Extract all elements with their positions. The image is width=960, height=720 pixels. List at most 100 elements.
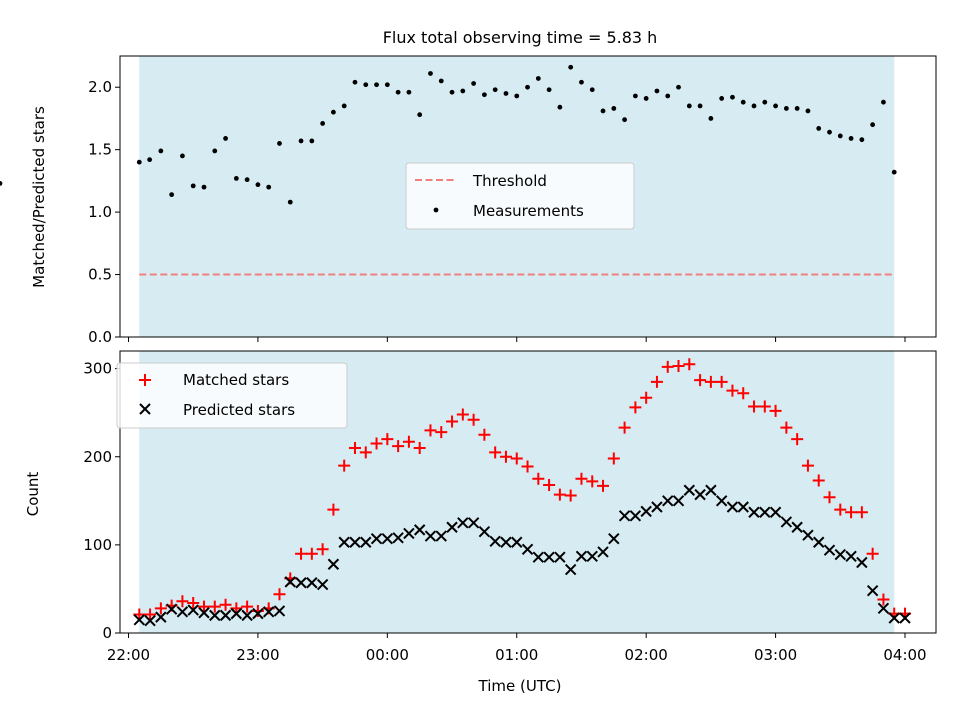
- matched-star-marker: [327, 503, 340, 516]
- matched-star-marker: [197, 600, 210, 613]
- predicted-star-marker: [489, 535, 501, 548]
- predicted-star-marker: [187, 604, 199, 616]
- measurement-point: [503, 91, 509, 96]
- matched-star-marker: [801, 459, 814, 472]
- matched-star-marker: [176, 595, 189, 608]
- measurement-point: [266, 184, 272, 190]
- measurement-point: [201, 184, 207, 190]
- predicted-star-marker: [683, 484, 696, 496]
- legend-threshold-label: Threshold: [472, 172, 547, 190]
- measurement-point: [331, 109, 336, 115]
- measurement-point: [589, 87, 595, 93]
- matched-star-marker: [219, 598, 232, 611]
- predicted-star-marker: [694, 488, 706, 501]
- matched-star-marker: [456, 408, 469, 421]
- bottom-x-tick-label: 00:00: [366, 646, 409, 664]
- predicted-star-marker: [823, 544, 836, 556]
- measurement-point: [298, 138, 304, 144]
- predicted-star-marker: [370, 532, 383, 545]
- matched-star-marker: [381, 433, 394, 446]
- top-y-tick-label: 2.0: [88, 78, 112, 96]
- matched-star-marker: [618, 421, 631, 434]
- matched-star-marker: [241, 600, 254, 613]
- matched-star-marker: [704, 375, 717, 388]
- measurement-point: [158, 148, 164, 154]
- measurement-point: [449, 89, 455, 95]
- predicted-star-marker: [155, 611, 167, 623]
- bottom-panel: 0 100 200 300 22:00 23:00 00:00 01:00 02:00 03:0…: [24, 350, 937, 695]
- predicted-star-marker: [791, 521, 803, 533]
- predicted-star-marker: [640, 505, 652, 518]
- predicted-star-marker: [608, 532, 620, 545]
- measurement-point: [708, 116, 714, 121]
- top-y-tick-label: 0.0: [88, 328, 112, 346]
- predicted-star-marker: [457, 517, 469, 529]
- measurement-point: [837, 133, 843, 139]
- measurement-point: [773, 103, 778, 109]
- predicted-star-marker: [748, 506, 760, 518]
- predicted-star-marker: [813, 536, 825, 548]
- matched-star-marker: [521, 460, 534, 473]
- matched-star-marker: [866, 547, 879, 560]
- predicted-star-marker: [338, 536, 350, 548]
- measurement-point: [525, 84, 530, 90]
- predicted-star-marker: [715, 495, 728, 507]
- predicted-star-marker: [327, 558, 340, 570]
- measurement-point: [805, 108, 811, 114]
- predicted-star-marker: [532, 551, 545, 563]
- predicted-star-marker: [424, 530, 437, 542]
- top-legend: Threshold Measurements: [405, 162, 635, 230]
- bottom-axes-frame: [119, 350, 937, 634]
- matched-star-marker: [640, 391, 653, 404]
- measurement-point: [147, 157, 153, 163]
- measurement-point: [428, 71, 433, 76]
- top-title: Flux total observing time = 5.83 h: [383, 28, 658, 47]
- matched-star-marker: [564, 489, 577, 502]
- measurement-point: [783, 106, 789, 111]
- matched-star-marker: [510, 452, 523, 465]
- predicted-star-marker: [252, 607, 264, 620]
- measurement-point: [481, 92, 487, 98]
- top-legend-box: [405, 162, 635, 230]
- measurement-point: [751, 103, 757, 109]
- measurement-point: [471, 81, 477, 86]
- legend-measurements-swatch: [433, 207, 439, 213]
- matched-star-marker: [823, 491, 836, 504]
- predicted-star-marker: [759, 506, 771, 518]
- predicted-star-marker: [662, 495, 674, 507]
- predicted-star-marker: [651, 501, 663, 513]
- measurement-point: [622, 117, 627, 123]
- matched-stars-series: [133, 358, 911, 621]
- measurement-point: [341, 103, 347, 109]
- matched-star-marker: [683, 358, 696, 371]
- predicted-star-marker: [575, 550, 588, 563]
- measurement-point: [794, 106, 800, 111]
- measurement-point: [136, 159, 142, 165]
- bottom-x-tick-label: 01:00: [495, 646, 538, 664]
- measurement-point: [169, 192, 175, 198]
- matched-star-marker: [402, 435, 415, 448]
- measurement-point: [611, 106, 617, 111]
- legend-predicted-swatch: [139, 403, 151, 415]
- measurement-point: [859, 137, 865, 143]
- measurement-point: [233, 175, 239, 181]
- matched-star-marker: [446, 415, 459, 428]
- matched-star-marker: [295, 547, 308, 560]
- matched-star-marker: [187, 597, 200, 610]
- bottom-y-tick-label: 0: [102, 624, 112, 642]
- bottom-x-tick-label: 03:00: [754, 646, 797, 664]
- measurement-point: [568, 64, 574, 70]
- predicted-star-marker: [403, 527, 415, 540]
- bottom-legend-box: [116, 362, 348, 429]
- predicted-star-marker: [564, 563, 577, 576]
- matched-star-marker: [489, 446, 502, 459]
- predicted-star-marker: [478, 525, 491, 538]
- bottom-x-tick-label: 02:00: [625, 646, 668, 664]
- matched-star-marker: [694, 374, 707, 387]
- matched-star-marker: [877, 593, 890, 606]
- measurement-point: [816, 126, 822, 131]
- measurement-point: [309, 138, 315, 144]
- predicted-star-marker: [802, 529, 814, 541]
- measurement-point: [363, 82, 369, 88]
- predicted-star-marker: [780, 516, 793, 528]
